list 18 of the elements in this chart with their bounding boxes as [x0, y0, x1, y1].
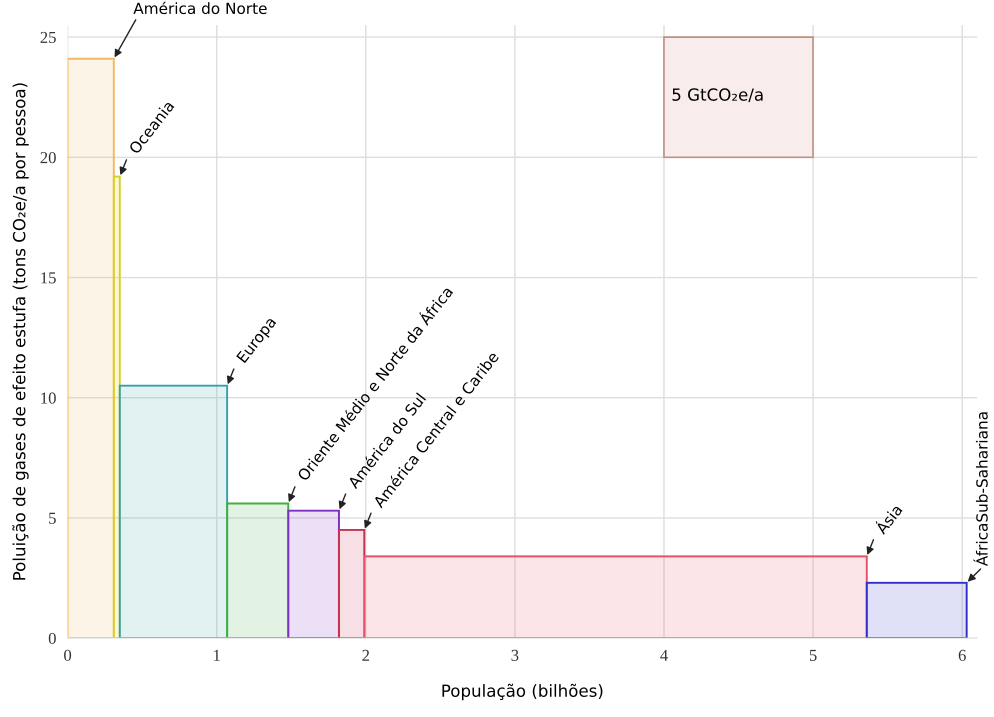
annotation: 5 GtCO₂e/a	[672, 88, 763, 102]
x-tick-label: 3	[512, 650, 518, 661]
x-axis-title: População (bilhões)	[442, 684, 602, 700]
y-tick-label: 10	[41, 392, 56, 404]
x-tick-label: 1	[214, 650, 220, 661]
y-axis-title: Poluição de gases de efeito estufa (tons CO₂e/a por pessoa)	[12, 83, 29, 580]
annotation: ÁfricaSub-Sahariana	[973, 412, 988, 566]
x-tick-label: 6	[958, 650, 966, 661]
y-tick-label: 25	[40, 32, 56, 44]
annotation: América do Norte	[133, 2, 267, 14]
y-tick-label: 20	[40, 152, 56, 164]
y-tick-label: 0	[48, 632, 56, 644]
y-tick-label: 5	[49, 512, 56, 524]
x-tick-label: 5	[810, 650, 817, 661]
x-tick-label: 2	[362, 650, 370, 661]
y-tick-label: 15	[41, 272, 56, 284]
x-tick-label: 4	[660, 650, 668, 661]
x-tick-label: 0	[64, 650, 72, 661]
